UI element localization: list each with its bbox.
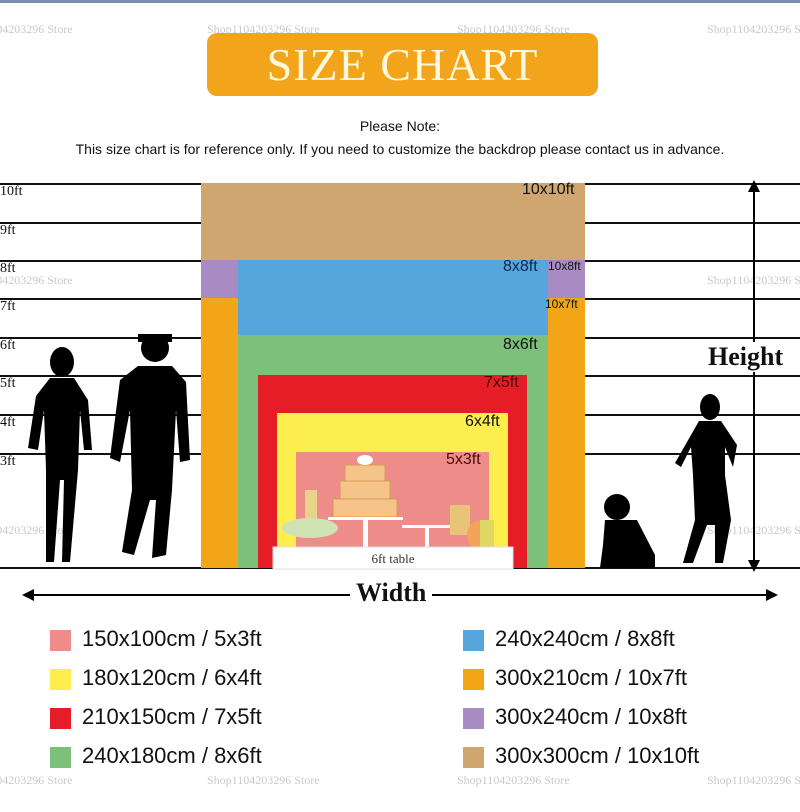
ft-tick-label: 10ft bbox=[0, 184, 23, 199]
width-label: Width bbox=[350, 578, 433, 608]
watermark-text: Shop1104203296 Store bbox=[457, 22, 570, 36]
girl-silhouette-icon bbox=[675, 394, 737, 563]
height-gridline bbox=[0, 183, 201, 185]
label-10x10: 10x10ft bbox=[522, 181, 575, 198]
height-arrow bbox=[748, 180, 760, 572]
legend-swatch bbox=[50, 669, 71, 690]
legend-swatch bbox=[463, 669, 484, 690]
ft-tick-label: 3ft bbox=[0, 454, 16, 469]
watermark-text: Shop1104203296 Store bbox=[207, 773, 320, 787]
watermark-text: Shop1104203296 Store bbox=[0, 773, 73, 787]
legend-item-label: 300x210cm / 10x7ft bbox=[495, 665, 688, 690]
label-8x6: 8x6ft bbox=[503, 336, 538, 353]
woman-silhouette-icon bbox=[28, 347, 92, 562]
height-gridline bbox=[0, 414, 201, 416]
height-gridline bbox=[0, 298, 201, 300]
height-gridline bbox=[585, 222, 800, 224]
watermark-text: Shop1104203296 Store bbox=[707, 773, 800, 787]
height-gridline bbox=[0, 260, 201, 262]
legend-item-label: 150x100cm / 5x3ft bbox=[82, 626, 262, 651]
top-border bbox=[0, 0, 800, 3]
ft-tick-label: 5ft bbox=[0, 376, 16, 391]
watermark-text: Shop1104203296 Store bbox=[207, 22, 320, 36]
watermark-text: Shop1104203296 Store bbox=[0, 273, 73, 287]
legend-swatch bbox=[50, 630, 71, 651]
legend-swatch bbox=[463, 708, 484, 729]
watermark-text: Shop1104203296 Store bbox=[0, 22, 73, 36]
dessert-table-illustration: 6ft table bbox=[272, 455, 514, 570]
label-6x4: 6x4ft bbox=[465, 413, 500, 430]
page-title: SIZE CHART bbox=[266, 39, 539, 90]
label-10x7: 10x7ft bbox=[545, 297, 578, 311]
legend-swatch bbox=[463, 747, 484, 768]
label-8x8: 8x8ft bbox=[503, 258, 538, 275]
watermark-text: Shop1104203296 Store bbox=[707, 22, 800, 36]
legend-item-label: 180x120cm / 6x4ft bbox=[82, 665, 262, 690]
ft-tick-label: 4ft bbox=[0, 415, 16, 430]
table-label: 6ft table bbox=[372, 551, 415, 566]
height-gridline bbox=[585, 260, 800, 262]
label-10x8: 10x8ft bbox=[548, 259, 581, 273]
ft-tick-label: 8ft bbox=[0, 261, 16, 276]
label-7x5: 7x5ft bbox=[484, 374, 519, 391]
title-banner: SIZE CHART bbox=[207, 33, 598, 96]
child-silhouettes bbox=[600, 394, 737, 568]
legend-swatch bbox=[50, 747, 71, 768]
adult-silhouettes bbox=[28, 334, 190, 562]
note-text: This size chart is for reference only. I… bbox=[75, 141, 725, 157]
label-5x3: 5x3ft bbox=[446, 451, 481, 468]
legend-item-label: 240x180cm / 8x6ft bbox=[82, 743, 262, 768]
legend-item-label: 300x300cm / 10x10ft bbox=[495, 743, 700, 768]
height-label: Height bbox=[702, 342, 790, 372]
man-silhouette-icon bbox=[110, 334, 190, 558]
height-gridline bbox=[585, 183, 800, 185]
height-gridline bbox=[0, 453, 201, 455]
baby-silhouette-icon bbox=[600, 494, 655, 568]
legend-swatch bbox=[50, 708, 71, 729]
legend-item-label: 240x240cm / 8x8ft bbox=[495, 626, 675, 651]
ft-tick-label: 7ft bbox=[0, 299, 16, 314]
ft-tick-label: 9ft bbox=[0, 223, 16, 238]
legend-item-label: 210x150cm / 7x5ft bbox=[82, 704, 262, 729]
ft-tick-label: 6ft bbox=[0, 338, 16, 353]
height-gridline bbox=[585, 298, 800, 300]
note-heading: Please Note: bbox=[359, 118, 441, 134]
watermark-text: Shop1104203296 Store bbox=[457, 773, 570, 787]
height-gridline bbox=[0, 337, 201, 339]
height-gridline bbox=[585, 337, 800, 339]
legend-item-label: 300x240cm / 10x8ft bbox=[495, 704, 688, 729]
height-gridline bbox=[585, 375, 800, 377]
height-gridline bbox=[0, 222, 201, 224]
legend-swatch bbox=[463, 630, 484, 651]
height-gridline bbox=[585, 414, 800, 416]
height-gridline bbox=[0, 375, 201, 377]
